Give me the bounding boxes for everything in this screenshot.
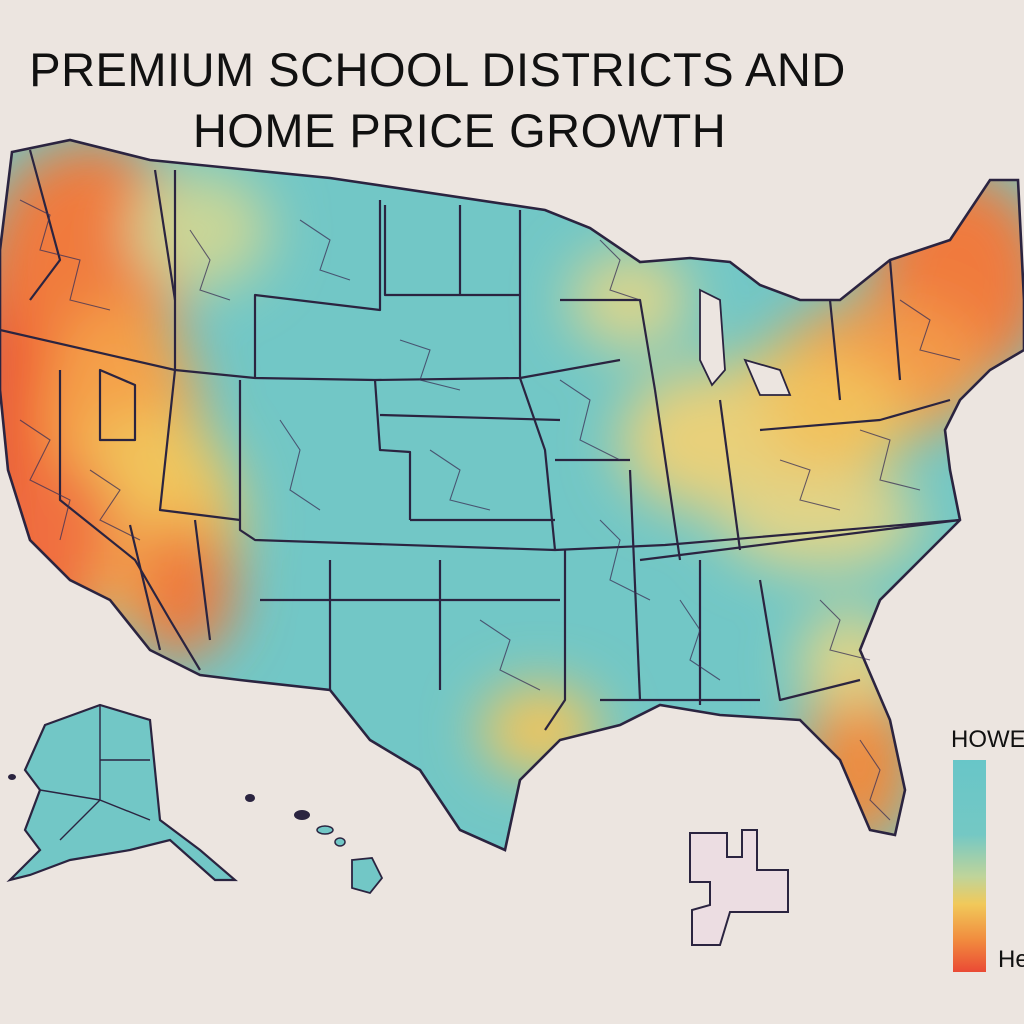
alaska-outline (6, 703, 238, 883)
alaska-subdivisions (39, 705, 151, 841)
territory-outline (689, 829, 789, 946)
map-title-line-1: PREMIUM SCHOOL DISTRICTS AND (29, 43, 846, 96)
map-title-line-2: HOME PRICE GROWTH (192, 104, 727, 157)
hawaii-islands (8, 774, 384, 895)
legend-bottom-label: He (998, 946, 1024, 973)
legend-color-scale (953, 760, 986, 972)
alaska-region (10, 705, 235, 880)
great-lakes (699, 288, 792, 396)
legend-title: HOWE (951, 726, 1024, 753)
county-boundaries (19, 199, 961, 821)
state-boundaries (0, 149, 961, 731)
